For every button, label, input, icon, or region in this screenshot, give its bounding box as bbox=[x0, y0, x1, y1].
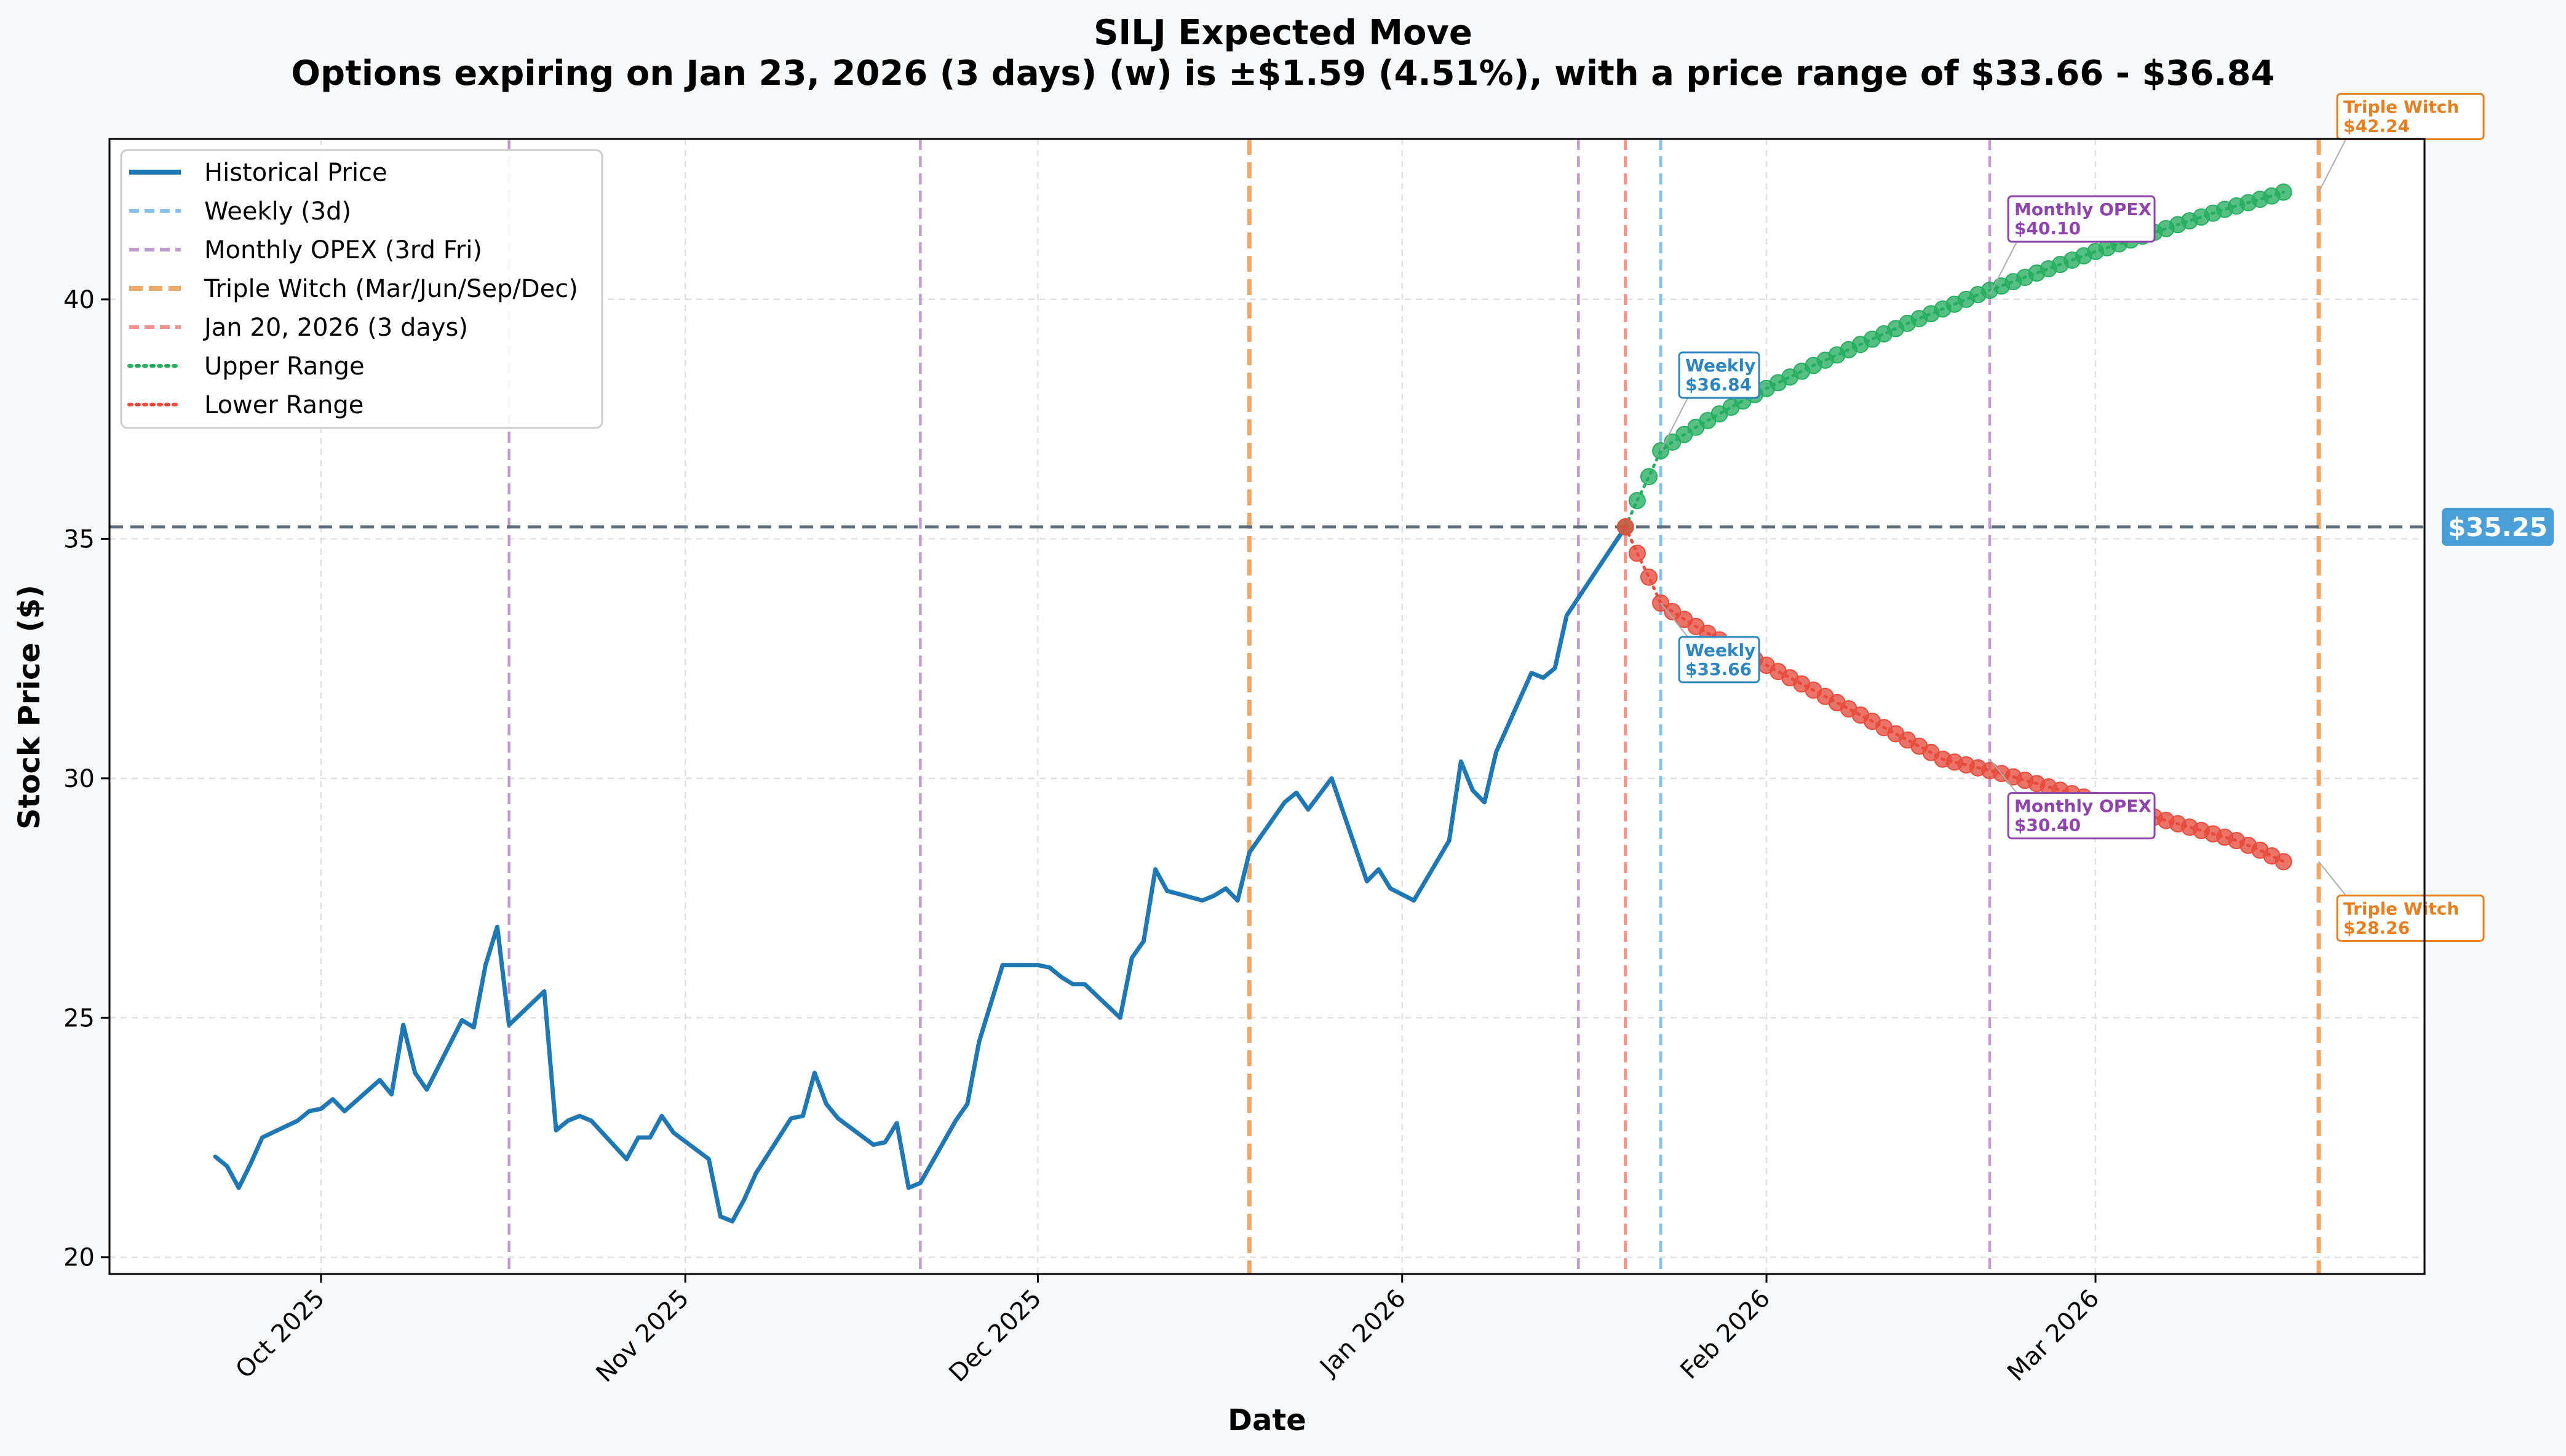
annotation-title: Weekly bbox=[1685, 640, 1755, 660]
y-tick-label: 35 bbox=[63, 525, 95, 553]
chart-subtitle: Options expiring on Jan 23, 2026 (3 days… bbox=[291, 53, 2274, 93]
x-axis-label: Date bbox=[1228, 1403, 1306, 1438]
annotation-title: Triple Witch bbox=[2343, 97, 2459, 117]
current-price-badge-label: $35.25 bbox=[2448, 512, 2548, 542]
annotation-box bbox=[2007, 792, 2156, 840]
annotation-title: Weekly bbox=[1685, 355, 1755, 376]
historical-price-line bbox=[213, 524, 1628, 1224]
current-price-badge-bg bbox=[2442, 507, 2554, 546]
annotation-value: $42.24 bbox=[2343, 116, 2410, 136]
y-tick-label: 40 bbox=[63, 286, 95, 314]
annotation-leader bbox=[1989, 241, 2017, 295]
annotation-leader bbox=[1660, 603, 1688, 638]
y-tick-label: 30 bbox=[63, 765, 95, 793]
annotation-value: $30.40 bbox=[2014, 815, 2081, 836]
legend-label: Monthly OPEX (3rd Fri) bbox=[204, 236, 482, 264]
annotation-title: Triple Witch bbox=[2343, 898, 2459, 919]
legend-box bbox=[120, 149, 603, 429]
annotation-value: $36.84 bbox=[1685, 374, 1752, 395]
legend-label: Historical Price bbox=[204, 159, 387, 187]
annotation-title: Monthly OPEX bbox=[2014, 199, 2151, 220]
y-axis-label: Stock Price ($) bbox=[12, 585, 47, 829]
legend-label: Jan 20, 2026 (3 days) bbox=[202, 314, 468, 342]
annotation-leader bbox=[1660, 397, 1688, 451]
y-tick-label: 20 bbox=[63, 1244, 95, 1272]
upper-range-point bbox=[2274, 183, 2292, 201]
event-lines bbox=[507, 139, 2321, 1274]
legend-label: Triple Witch (Mar/Jun/Sep/Dec) bbox=[204, 275, 578, 303]
plot-frame bbox=[108, 138, 2426, 1275]
annotation-value: $40.10 bbox=[2014, 218, 2081, 239]
current-price-badge: $35.25 bbox=[2442, 507, 2554, 546]
legend-label: Weekly (3d) bbox=[204, 197, 351, 226]
upper-range-point bbox=[1628, 492, 1646, 510]
chart-title: SILJ Expected Move bbox=[1094, 13, 1472, 53]
lower-range-point bbox=[1628, 544, 1646, 562]
annotation-box bbox=[2007, 195, 2156, 243]
legend-label: Upper Range bbox=[204, 352, 365, 381]
annotation-leader bbox=[2318, 139, 2346, 192]
annotation-leader bbox=[2318, 861, 2346, 896]
lower-range-point bbox=[1640, 568, 1658, 586]
y-tick-label: 25 bbox=[63, 1004, 95, 1032]
annotation-leader bbox=[1989, 759, 2017, 794]
annotation-box bbox=[2336, 894, 2485, 942]
grid-lines bbox=[109, 139, 2425, 1274]
annotation-box bbox=[1678, 351, 1760, 399]
legend-label: Lower Range bbox=[204, 391, 363, 419]
series-layer bbox=[213, 183, 2292, 1224]
annotation-box bbox=[1678, 636, 1760, 684]
y-axis-ticks: 20 25 30 35 40 bbox=[63, 286, 109, 1272]
upper-range-point bbox=[1640, 468, 1658, 486]
annotation-value: $28.26 bbox=[2343, 917, 2410, 938]
annotation-value: $33.66 bbox=[1685, 659, 1752, 679]
legend: Historical Price Weekly (3d) Monthly OPEX … bbox=[120, 149, 603, 429]
annotation-title: Monthly OPEX bbox=[2014, 796, 2151, 817]
upper-range-point bbox=[1652, 442, 1670, 460]
lower-range-point bbox=[2274, 853, 2292, 871]
lower-range-point bbox=[1616, 518, 1634, 536]
